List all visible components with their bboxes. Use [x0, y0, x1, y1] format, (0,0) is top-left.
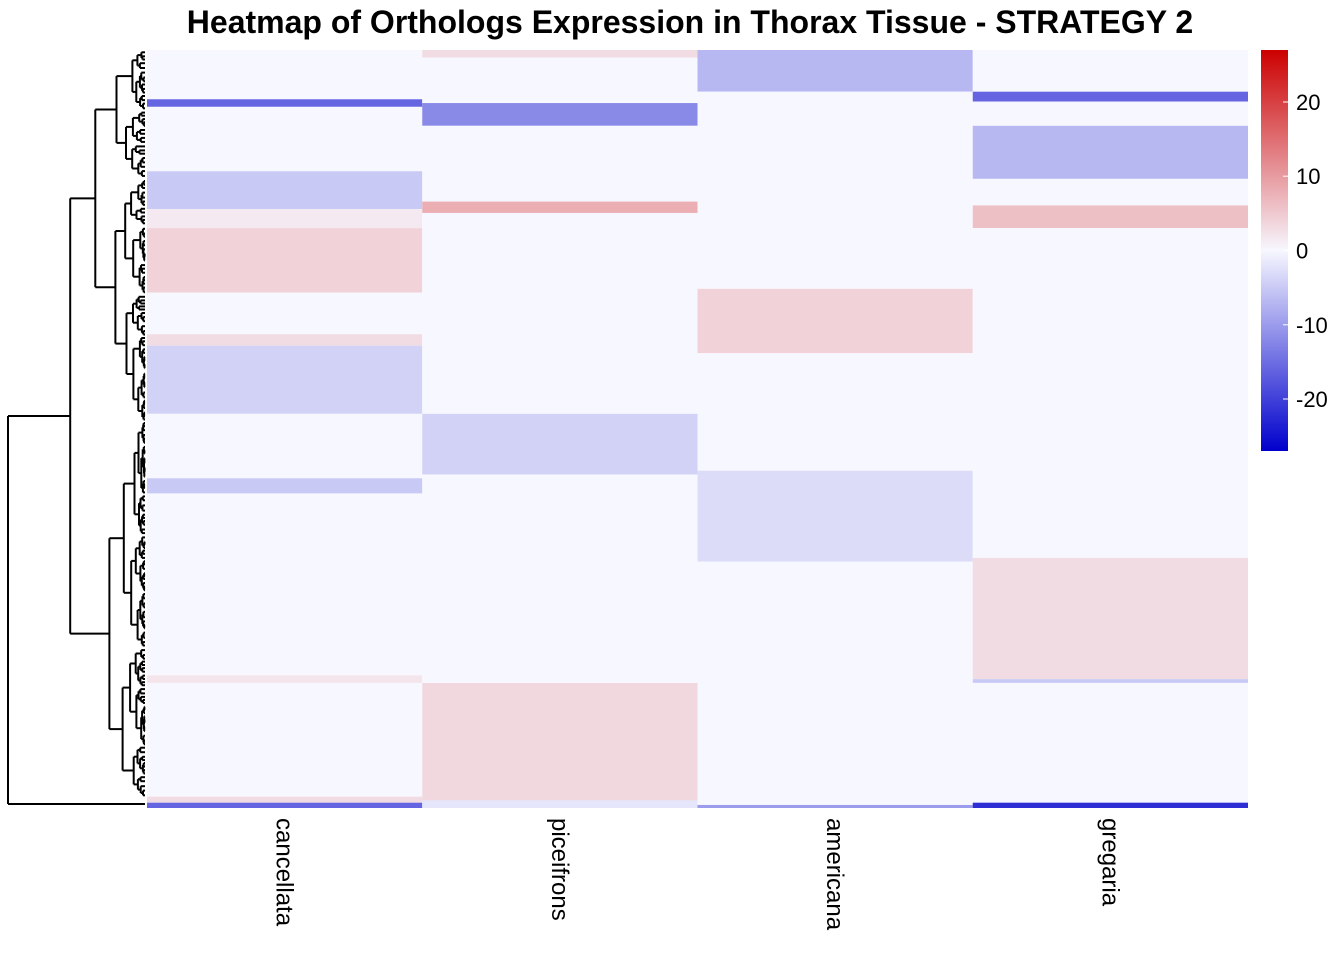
column-label-cancellata: cancellata — [271, 818, 298, 927]
heatmap-cell-cancellata-13 — [147, 682, 423, 797]
heatmap-cell-gregaria-2 — [972, 101, 1248, 126]
heatmap-cell-cancellata-7 — [147, 334, 423, 346]
heatmap-cell-piceifrons-3 — [422, 125, 698, 202]
column-label-piceifrons: piceifrons — [546, 818, 573, 921]
heatmap-cell-americana-4 — [697, 470, 973, 562]
heatmap-cell-gregaria-7 — [972, 557, 1248, 680]
column-labels: cancellata piceifrons americana gregaria — [271, 818, 1124, 931]
legend-tick-label: 10 — [1296, 164, 1320, 189]
legend-tick-label: 20 — [1296, 90, 1320, 115]
heatmap-cell-americana-6 — [697, 804, 973, 808]
heatmap-cell-cancellata-4 — [147, 209, 423, 229]
heatmap-cell-gregaria-4 — [972, 178, 1248, 206]
heatmap-cell-piceifrons-2 — [422, 103, 698, 126]
heatmap-cell-americana-5 — [697, 561, 973, 805]
heatmap-cell-piceifrons-5 — [422, 212, 698, 414]
heatmap-cell-gregaria-3 — [972, 125, 1248, 179]
chart-title: Heatmap of Orthologs Expression in Thora… — [187, 4, 1193, 40]
heatmap-cell-americana-0 — [697, 50, 973, 92]
heatmap-cell-cancellata-14 — [147, 796, 423, 803]
heatmap-cell-americana-3 — [697, 353, 973, 471]
heatmap-cell-cancellata-6 — [147, 292, 423, 335]
heatmap-cell-piceifrons-1 — [422, 57, 698, 104]
heatmap-cell-piceifrons-8 — [422, 682, 698, 801]
heatmap-cell-gregaria-10 — [972, 802, 1248, 808]
row-dendrogram — [7, 51, 146, 805]
heatmap-cell-piceifrons-0 — [422, 50, 698, 58]
heatmap-cell-cancellata-1 — [147, 99, 423, 107]
heatmap-cell-gregaria-0 — [972, 50, 1248, 92]
heatmap-cell-gregaria-9 — [972, 682, 1248, 803]
heatmap-cell-piceifrons-9 — [422, 800, 698, 808]
heatmap-cell-cancellata-5 — [147, 228, 423, 293]
heatmap-cell-gregaria-1 — [972, 91, 1248, 102]
heatmap-cell-cancellata-12 — [147, 675, 423, 683]
column-label-americana: americana — [821, 818, 848, 931]
color-legend: 20 10 0 -10 -20 — [1261, 50, 1328, 451]
column-label-gregaria: gregaria — [1096, 818, 1123, 907]
heatmap-cell-gregaria-8 — [972, 679, 1248, 683]
heatmap-cell-cancellata-0 — [147, 50, 423, 100]
heatmap-cells — [147, 50, 1248, 808]
heatmap-cell-cancellata-9 — [147, 413, 423, 479]
heatmap-cell-piceifrons-7 — [422, 474, 698, 683]
heatmap-cell-gregaria-5 — [972, 205, 1248, 229]
heatmap-cell-cancellata-10 — [147, 478, 423, 494]
legend-ticks: 20 10 0 -10 -20 — [1283, 90, 1328, 412]
heatmap-cell-cancellata-8 — [147, 345, 423, 414]
heatmap-cell-piceifrons-4 — [422, 201, 698, 213]
heatmap-cell-cancellata-11 — [147, 493, 423, 676]
heatmap-cell-piceifrons-6 — [422, 413, 698, 475]
legend-tick-label: -10 — [1296, 313, 1328, 338]
heatmap-cell-cancellata-15 — [147, 802, 423, 808]
heatmap-cell-cancellata-3 — [147, 171, 423, 210]
legend-tick-label: -20 — [1296, 387, 1328, 412]
heatmap-cell-gregaria-6 — [972, 228, 1248, 558]
heatmap-cell-cancellata-2 — [147, 106, 423, 172]
heatmap-cell-americana-2 — [697, 288, 973, 354]
legend-tick-label: 0 — [1296, 239, 1308, 264]
heatmap-cell-americana-1 — [697, 91, 973, 289]
